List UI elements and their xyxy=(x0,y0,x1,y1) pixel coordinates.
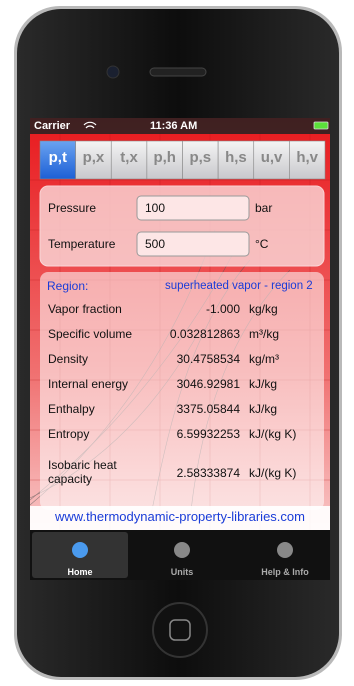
url-link[interactable]: www.thermodynamic-property-libraries.com xyxy=(30,510,330,524)
region-label: Region: xyxy=(47,279,88,293)
result-unit: kJ/kg xyxy=(249,377,277,391)
result-label: Internal energy xyxy=(48,377,128,391)
input-label: Pressure xyxy=(48,201,96,215)
result-unit: kg/m³ xyxy=(249,352,279,366)
tab-label[interactable]: t,x xyxy=(111,151,147,165)
result-label: Enthalpy xyxy=(48,402,95,416)
carrier: Carrier xyxy=(34,119,70,133)
speaker xyxy=(150,68,206,76)
camera xyxy=(107,66,119,78)
region-value: superheated vapor - region 2 xyxy=(165,279,313,293)
result-unit: kJ/kg xyxy=(249,402,277,416)
input-value[interactable]: 500 xyxy=(145,237,165,251)
tab-label[interactable]: h,v xyxy=(289,151,325,165)
phone-graphics xyxy=(0,0,354,686)
tab-bar-label[interactable]: Home xyxy=(40,565,120,579)
clock: 11:36 AM xyxy=(150,119,197,133)
help-icon[interactable] xyxy=(277,542,293,558)
result-unit: kJ/(kg K) xyxy=(249,427,296,441)
result-label: Vapor fraction xyxy=(48,302,122,316)
result-label: Entropy xyxy=(48,427,89,441)
tab-label[interactable]: p,x xyxy=(76,151,112,165)
result-value: 30.4758534 xyxy=(150,352,240,366)
result-value: -1.000 xyxy=(150,302,240,316)
result-unit: kg/kg xyxy=(249,302,278,316)
result-unit: kJ/(kg K) xyxy=(249,466,296,480)
result-label: Isobaric heat capacity xyxy=(48,458,128,486)
input-unit: °C xyxy=(255,237,268,251)
tab-label[interactable]: p,h xyxy=(147,151,183,165)
input-label: Temperature xyxy=(48,237,115,251)
home-icon[interactable] xyxy=(72,542,88,558)
input-value[interactable]: 100 xyxy=(145,201,165,215)
tab-label[interactable]: p,s xyxy=(183,151,219,165)
result-unit: m³/kg xyxy=(249,327,279,341)
phone-screenshot: Carrier 11:36 AM p,tp,xt,xp,hp,sh,su,vh,v P… xyxy=(0,0,354,686)
result-value: 0.032812863 xyxy=(150,327,240,341)
result-label: Specific volume xyxy=(48,327,132,341)
input-unit: bar xyxy=(255,201,272,215)
result-value: 3375.05844 xyxy=(150,402,240,416)
tab-label[interactable]: p,t xyxy=(40,151,76,165)
result-value: 6.59932253 xyxy=(150,427,240,441)
units-icon[interactable] xyxy=(174,542,190,558)
tab-bar-label[interactable]: Units xyxy=(142,565,222,579)
tab-bar-label[interactable]: Help & Info xyxy=(245,565,325,579)
home-button[interactable] xyxy=(153,603,207,657)
tab-label[interactable]: h,s xyxy=(218,151,254,165)
tab-label[interactable]: u,v xyxy=(254,151,290,165)
result-value: 2.58333874 xyxy=(150,466,240,480)
result-value: 3046.92981 xyxy=(150,377,240,391)
battery-icon xyxy=(314,122,328,129)
result-label: Density xyxy=(48,352,88,366)
